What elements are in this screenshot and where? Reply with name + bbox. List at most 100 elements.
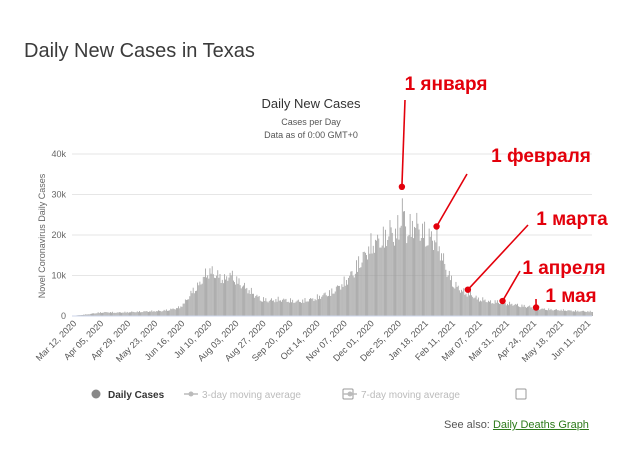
daily-case-bar	[193, 293, 195, 316]
daily-case-bar	[121, 312, 122, 316]
daily-case-bar	[424, 221, 426, 316]
daily-case-bar	[114, 312, 116, 316]
daily-case-bar	[538, 309, 540, 316]
daily-case-bar	[263, 297, 265, 316]
daily-case-bar	[257, 296, 259, 316]
legend-item[interactable]: 3-day moving average	[184, 390, 301, 401]
daily-case-bar	[245, 288, 247, 316]
daily-case-bar	[564, 310, 565, 316]
daily-case-bar	[195, 291, 196, 316]
daily-case-bar	[589, 310, 591, 316]
daily-case-bar	[280, 300, 281, 316]
annotation-dot	[532, 304, 540, 311]
y-tick-label: 30k	[51, 190, 66, 200]
daily-case-bar	[541, 308, 543, 316]
daily-case-bar	[375, 239, 376, 316]
daily-case-bar	[111, 312, 112, 316]
daily-case-bar	[326, 296, 328, 316]
daily-case-bar	[250, 287, 252, 316]
daily-case-bar	[388, 236, 390, 316]
daily-case-bar	[434, 240, 436, 316]
daily-case-bar	[491, 303, 493, 316]
daily-case-bar	[97, 312, 99, 316]
daily-case-bar	[312, 298, 314, 316]
daily-case-bar	[366, 255, 367, 316]
daily-case-bar	[107, 312, 109, 316]
daily-case-bar	[199, 281, 201, 316]
daily-case-bar	[301, 302, 303, 316]
daily-case-bar	[543, 308, 545, 316]
daily-case-bar	[211, 266, 213, 316]
daily-case-bar	[331, 288, 333, 316]
daily-case-bar	[414, 226, 415, 316]
daily-case-bar	[392, 241, 394, 316]
legend-item[interactable]: Daily Cases	[91, 389, 165, 402]
daily-case-bar	[394, 245, 395, 316]
daily-case-bar	[370, 233, 372, 316]
daily-case-bar	[551, 310, 553, 316]
daily-case-bar	[560, 309, 562, 316]
daily-case-bar	[540, 309, 542, 316]
daily-case-bar	[461, 289, 462, 316]
daily-case-bar	[267, 302, 269, 316]
daily-case-bar	[549, 310, 551, 316]
daily-case-bar	[89, 313, 91, 316]
daily-case-bar	[292, 299, 294, 316]
chart-subtitle: Cases per Day	[281, 117, 341, 127]
daily-case-bar	[503, 303, 505, 316]
daily-case-bar	[387, 239, 389, 316]
daily-case-bar	[505, 305, 507, 316]
daily-case-bar	[588, 312, 590, 316]
daily-case-bar	[575, 310, 577, 316]
daily-case-bar	[502, 301, 504, 316]
daily-case-bar	[470, 291, 471, 316]
daily-case-bar	[113, 312, 115, 316]
daily-case-bar	[395, 228, 396, 316]
annotation-label: 1 апреля	[522, 258, 605, 279]
daily-case-bar	[529, 305, 531, 316]
annotation-arrow	[501, 270, 521, 302]
daily-case-bar	[104, 311, 106, 316]
daily-case-bar	[297, 299, 299, 316]
daily-case-bar	[445, 269, 447, 316]
daily-case-bar	[151, 310, 153, 316]
daily-case-bar	[524, 306, 526, 316]
daily-case-bar	[320, 298, 322, 316]
daily-case-bar	[579, 311, 581, 316]
daily-case-bar	[407, 236, 409, 316]
daily-case-bar	[310, 298, 311, 316]
y-tick-label: 40k	[51, 149, 66, 159]
daily-case-bar	[483, 300, 485, 316]
daily-case-bar	[173, 309, 175, 316]
daily-case-bar	[481, 301, 483, 316]
daily-case-bar	[403, 211, 404, 316]
daily-case-bar	[134, 312, 136, 316]
daily-case-bar	[230, 275, 232, 316]
daily-case-bar	[512, 305, 514, 316]
daily-case-bar	[296, 300, 298, 316]
daily-case-bar	[143, 311, 145, 316]
legend-checkbox[interactable]	[515, 388, 527, 400]
daily-case-bar	[80, 314, 82, 316]
daily-case-bar	[201, 283, 203, 316]
daily-case-bar	[584, 311, 585, 316]
daily-case-bar	[465, 293, 467, 316]
daily-case-bar	[558, 310, 560, 316]
y-tick-label: 0	[61, 311, 66, 321]
daily-case-bar	[517, 303, 518, 316]
annotation-label: 1 января	[405, 74, 488, 95]
daily-case-bar	[158, 310, 159, 316]
legend-item[interactable]: 7-day moving average	[343, 390, 460, 401]
legend-label: 3-day moving average	[202, 390, 301, 401]
daily-case-bar	[586, 311, 588, 316]
daily-case-bar	[286, 302, 288, 316]
daily-case-bar	[238, 278, 240, 316]
daily-case-bar	[330, 295, 332, 316]
daily-case-bar	[362, 252, 364, 316]
daily-case-bar	[566, 311, 568, 316]
daily-case-bar	[288, 302, 290, 316]
daily-deaths-link[interactable]: Daily Deaths Graph	[492, 419, 589, 431]
daily-case-bar	[87, 314, 89, 316]
